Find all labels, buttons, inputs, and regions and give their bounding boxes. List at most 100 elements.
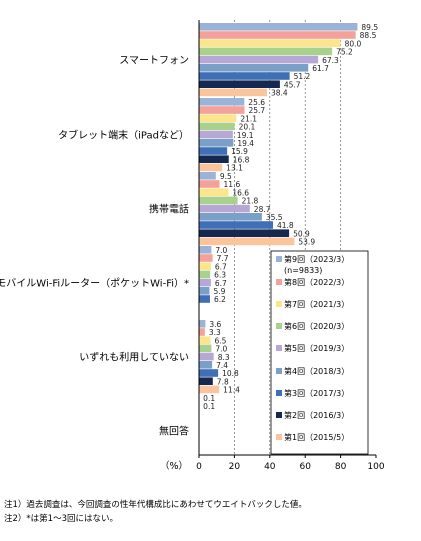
bar <box>199 221 273 229</box>
value-label: 61.7 <box>312 64 329 73</box>
bar <box>199 352 214 361</box>
legend-swatch <box>276 345 282 351</box>
value-label: 20.1 <box>239 123 256 132</box>
value-label: 7.4 <box>216 361 228 370</box>
bar <box>199 147 228 155</box>
value-label: 19.4 <box>237 139 254 148</box>
bar <box>199 55 319 64</box>
value-label: 3.3 <box>209 328 221 337</box>
x-axis: 0 20 40 60 80 100 （%） <box>160 20 385 472</box>
bar <box>199 369 219 377</box>
value-label: 10.8 <box>222 369 239 378</box>
legend-swatch <box>276 256 282 262</box>
bar <box>199 172 216 180</box>
category-label: スマートフォン <box>119 55 189 66</box>
legend-entry: 第3回（2017/3） <box>284 388 349 398</box>
value-label: 9.5 <box>220 172 232 181</box>
legend-entry: 第2回（2016/3） <box>284 410 349 420</box>
value-label: 7.0 <box>215 246 227 255</box>
x-tick-label: 80 <box>335 462 347 472</box>
note-2: 注2）*は第1～3回にはない。 <box>4 514 118 524</box>
value-label: 38.4 <box>271 89 288 98</box>
bar <box>199 163 223 172</box>
value-label: 7.7 <box>217 254 229 263</box>
bar <box>199 88 267 97</box>
bar <box>199 155 229 163</box>
legend-swatch <box>276 368 282 374</box>
bar <box>199 139 234 147</box>
bar <box>199 254 213 262</box>
legend-entry: 第1回（2015/5） <box>284 432 349 442</box>
legend-entry: 第4回（2018/3） <box>284 366 349 376</box>
legend: 第9回（2023/3） (n=9833) 第8回（2022/3） 第7回（2021/3… <box>270 250 369 455</box>
bar <box>199 23 358 31</box>
bar <box>199 270 211 279</box>
bar <box>199 361 213 369</box>
bar <box>199 72 290 80</box>
value-label: 41.8 <box>277 221 294 230</box>
value-label: 13.1 <box>226 164 243 173</box>
bar <box>199 180 220 188</box>
category-label: 携帯電話 <box>149 202 189 215</box>
category-label: タブレット端末（iPadなど） <box>58 128 189 141</box>
value-label: 25.6 <box>248 98 265 107</box>
legend-swatch <box>276 323 282 329</box>
bar <box>199 237 295 246</box>
bar <box>199 122 235 131</box>
legend-swatch <box>276 279 282 285</box>
bar <box>199 39 341 47</box>
bar <box>199 213 262 221</box>
value-label: 21.1 <box>240 114 257 123</box>
value-label: 0.1 <box>203 394 215 403</box>
value-label: 80.0 <box>345 39 362 48</box>
legend-box <box>270 250 369 455</box>
x-tick-label: 60 <box>299 462 311 472</box>
legend-entry: 第9回（2023/3） <box>284 254 349 264</box>
x-tick-label: 100 <box>367 462 384 472</box>
bar <box>199 377 213 385</box>
value-label: 8.3 <box>218 353 230 362</box>
bars <box>199 23 358 410</box>
note-1: 注1）過去調査は、今回調査の性年代構成比にあわせてウエイトバックした値。 <box>4 500 307 510</box>
category-label: いずれも利用していない <box>79 351 189 363</box>
bar <box>199 385 220 394</box>
bar <box>199 328 205 336</box>
category-label: モバイルWi-Fiルーター（ポケットWi-Fi）* <box>0 277 189 289</box>
x-tick-label: 0 <box>196 462 202 472</box>
value-label: 0.1 <box>203 402 215 411</box>
value-label: 67.3 <box>322 56 339 65</box>
value-label: 28.7 <box>254 205 271 214</box>
legend-entry: 第8回（2022/3） <box>284 277 349 287</box>
value-label: 16.6 <box>232 188 249 197</box>
value-label: 51.2 <box>294 72 311 81</box>
value-label: 6.7 <box>215 279 227 288</box>
bar <box>199 287 210 295</box>
value-label: 16.8 <box>233 155 250 164</box>
bar <box>199 344 212 353</box>
value-label: 35.5 <box>266 213 283 222</box>
bar <box>199 130 233 139</box>
value-label: 11.4 <box>223 386 240 395</box>
value-label: 19.1 <box>237 131 254 140</box>
bar <box>199 295 210 303</box>
value-label: 3.6 <box>209 320 221 329</box>
x-tick-label: 40 <box>264 462 276 472</box>
value-label: 21.8 <box>242 197 259 206</box>
bar <box>199 98 245 106</box>
x-tick-label: 20 <box>229 462 241 472</box>
legend-swatch <box>276 301 282 307</box>
legend-entry: 第7回（2021/3） <box>284 299 349 309</box>
value-label: 75.2 <box>336 48 353 57</box>
legend-swatch <box>276 434 282 440</box>
bar <box>199 31 356 39</box>
value-label: 5.9 <box>213 287 225 296</box>
value-label: 45.7 <box>284 80 301 89</box>
bar <box>199 64 309 72</box>
value-label: 11.6 <box>224 180 241 189</box>
value-label: 6.5 <box>215 336 227 345</box>
bar <box>199 80 280 88</box>
legend-entry: 第6回（2020/3） <box>284 321 349 331</box>
value-label: 7.0 <box>215 345 227 354</box>
value-label: 50.9 <box>293 229 310 238</box>
